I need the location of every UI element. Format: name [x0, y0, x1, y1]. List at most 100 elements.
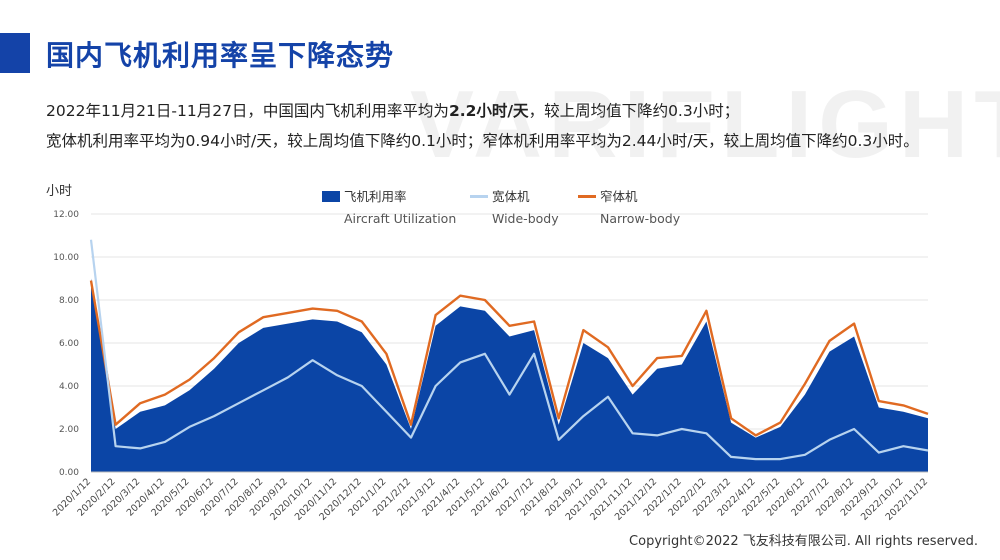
- data-point-wide-body: [533, 353, 535, 355]
- data-point-narrow-body: [632, 385, 634, 387]
- data-point-narrow-body: [312, 308, 314, 310]
- data-point-wide-body: [902, 445, 904, 447]
- data-point-wide-body: [238, 402, 240, 404]
- data-point-utilization: [459, 305, 461, 307]
- data-point-narrow-body: [656, 357, 658, 359]
- data-point-wide-body: [385, 411, 387, 413]
- summary-line-1-post: ，较上周均值下降约0.3小时；: [528, 102, 740, 120]
- watermark-text: VARIFLIGHT: [410, 71, 1000, 178]
- data-point-utilization: [385, 364, 387, 366]
- data-point-narrow-body: [730, 417, 732, 419]
- summary-line-1: 2022年11月21日-11月27日，中国国内飞机利用率平均为2.2小时/天，较…: [46, 96, 986, 126]
- data-point-narrow-body: [287, 312, 289, 314]
- y-tick-label: 6.00: [59, 339, 79, 349]
- data-point-wide-body: [632, 432, 634, 434]
- legend-swatch-aircraft-utilization: [322, 191, 340, 202]
- data-point-utilization: [902, 411, 904, 413]
- data-point-utilization: [287, 323, 289, 325]
- data-point-narrow-body: [755, 434, 757, 436]
- data-point-utilization: [115, 428, 117, 430]
- data-point-wide-body: [607, 396, 609, 398]
- data-point-wide-body: [509, 394, 511, 396]
- data-point-narrow-body: [336, 310, 338, 312]
- data-point-narrow-body: [533, 321, 535, 323]
- data-point-utilization: [90, 278, 92, 280]
- data-point-wide-body: [656, 434, 658, 436]
- data-point-utilization: [189, 389, 191, 391]
- data-point-utilization: [312, 318, 314, 320]
- data-point-wide-body: [878, 452, 880, 454]
- data-point-narrow-body: [115, 424, 117, 426]
- data-point-narrow-body: [779, 422, 781, 424]
- data-point-utilization: [558, 424, 560, 426]
- data-point-wide-body: [287, 376, 289, 378]
- summary-line-1-bold: 2.2小时/天: [448, 102, 529, 120]
- data-point-utilization: [730, 422, 732, 424]
- data-point-wide-body: [336, 374, 338, 376]
- y-tick-label: 0.00: [59, 468, 79, 478]
- series-area-aircraft-utilization: [91, 278, 928, 472]
- data-point-wide-body: [927, 450, 929, 452]
- data-point-utilization: [582, 342, 584, 344]
- data-point-utilization: [139, 411, 141, 413]
- data-point-wide-body: [410, 437, 412, 439]
- legend-label-en: Narrow-body: [600, 211, 681, 226]
- data-point-wide-body: [705, 432, 707, 434]
- data-point-narrow-body: [262, 316, 264, 318]
- data-point-narrow-body: [878, 400, 880, 402]
- data-point-wide-body: [262, 389, 264, 391]
- data-point-utilization: [804, 394, 806, 396]
- data-point-wide-body: [164, 441, 166, 443]
- data-point-utilization: [262, 327, 264, 329]
- data-point-utilization: [607, 357, 609, 359]
- series-line-narrow-body: [89, 280, 929, 437]
- y-tick-label: 2.00: [59, 425, 79, 435]
- data-point-utilization: [238, 342, 240, 344]
- data-point-narrow-body: [829, 340, 831, 342]
- y-tick-label: 4.00: [59, 382, 79, 392]
- legend-label-en: Wide-body: [492, 211, 559, 226]
- data-point-utilization: [705, 321, 707, 323]
- data-point-utilization: [484, 310, 486, 312]
- data-point-utilization: [656, 368, 658, 370]
- data-point-utilization: [878, 407, 880, 409]
- summary-text: 2022年11月21日-11月27日，中国国内飞机利用率平均为2.2小时/天，较…: [46, 96, 986, 156]
- data-point-utilization: [509, 336, 511, 338]
- data-point-wide-body: [484, 353, 486, 355]
- data-point-wide-body: [312, 359, 314, 361]
- data-point-narrow-body: [804, 383, 806, 385]
- data-point-narrow-body: [90, 280, 92, 282]
- data-point-wide-body: [582, 415, 584, 417]
- data-point-narrow-body: [484, 299, 486, 301]
- data-point-utilization: [853, 336, 855, 338]
- data-point-narrow-body: [902, 404, 904, 406]
- data-point-narrow-body: [361, 321, 363, 323]
- y-axis-label: 小时: [46, 184, 72, 199]
- title-accent-bar: [0, 33, 30, 73]
- data-point-utilization: [755, 437, 757, 439]
- data-point-utilization: [410, 428, 412, 430]
- data-point-utilization: [361, 331, 363, 333]
- data-point-narrow-body: [681, 355, 683, 357]
- summary-line-2: 宽体机利用率平均为0.94小时/天，较上周均值下降约0.1小时；窄体机利用率平均…: [46, 132, 919, 150]
- data-point-wide-body: [361, 385, 363, 387]
- legend-label-en: Aircraft Utilization: [344, 211, 456, 226]
- data-point-utilization: [681, 364, 683, 366]
- data-point-wide-body: [779, 458, 781, 460]
- data-point-utilization: [435, 325, 437, 327]
- data-point-narrow-body: [213, 357, 215, 359]
- data-point-narrow-body: [385, 353, 387, 355]
- data-point-wide-body: [115, 445, 117, 447]
- y-tick-label: 12.00: [53, 210, 79, 220]
- y-tick-label: 10.00: [53, 253, 79, 263]
- data-point-narrow-body: [410, 424, 412, 426]
- data-point-narrow-body: [435, 314, 437, 316]
- data-point-wide-body: [189, 426, 191, 428]
- copyright-text: Copyright©2022 飞友科技有限公司. All rights rese…: [629, 534, 978, 549]
- data-point-wide-body: [90, 239, 92, 241]
- data-point-utilization: [829, 351, 831, 353]
- data-point-narrow-body: [582, 329, 584, 331]
- legend-label: 宽体机: [492, 189, 530, 204]
- data-point-narrow-body: [459, 295, 461, 297]
